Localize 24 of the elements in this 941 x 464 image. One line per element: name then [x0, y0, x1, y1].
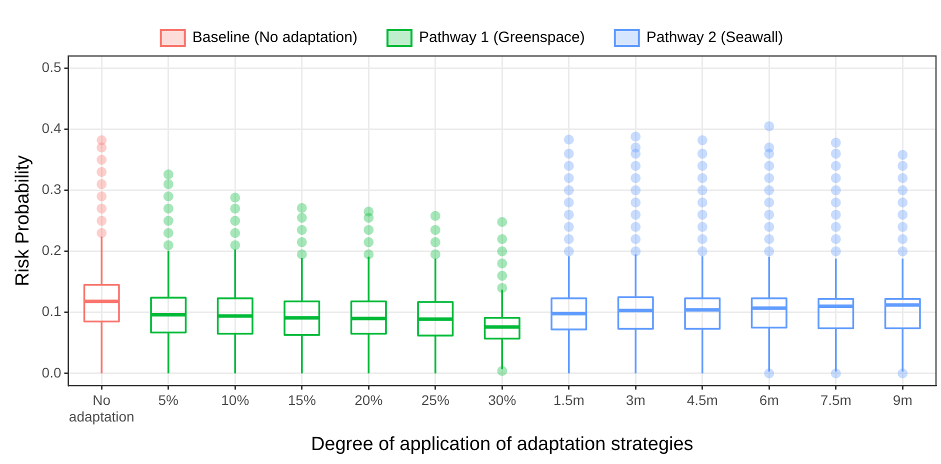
x-tick-label: No adaptation [68, 392, 134, 425]
y-tick-label: 0.4 [42, 120, 62, 136]
y-tick-label: 0.3 [42, 181, 62, 198]
x-tick-label: 5% [158, 392, 179, 408]
x-tick-label: 25% [421, 392, 450, 408]
x-tick-label: 4.5m [686, 392, 718, 408]
x-tick-label: 10% [221, 392, 250, 408]
y-axis-title: Risk Probability [12, 154, 34, 286]
x-tick-label: 15% [288, 392, 316, 408]
x-axis-title: Degree of application of adaptation strategies [310, 434, 694, 455]
x-tick-label: 7.5m [820, 392, 852, 408]
x-tick-label: 30% [488, 392, 516, 408]
x-tick-label: 9m [892, 392, 912, 408]
x-tick-label: 6m [759, 392, 779, 408]
x-tick-label: 1.5m [553, 392, 584, 408]
y-tick-label: 0.1 [42, 303, 62, 320]
legend-label: Pathway 1 (Greenspace) [418, 29, 585, 46]
legend-label: Pathway 2 (Seawall) [646, 29, 784, 46]
y-tick-label: 0.0 [42, 364, 62, 380]
y-tick-label: 0.2 [42, 242, 62, 258]
x-tick-label: 20% [354, 392, 383, 408]
x-tick-label: 3m [626, 392, 646, 408]
legend-label: Baseline (No adaptation) [192, 29, 358, 46]
y-tick-label: 0.5 [42, 59, 62, 76]
